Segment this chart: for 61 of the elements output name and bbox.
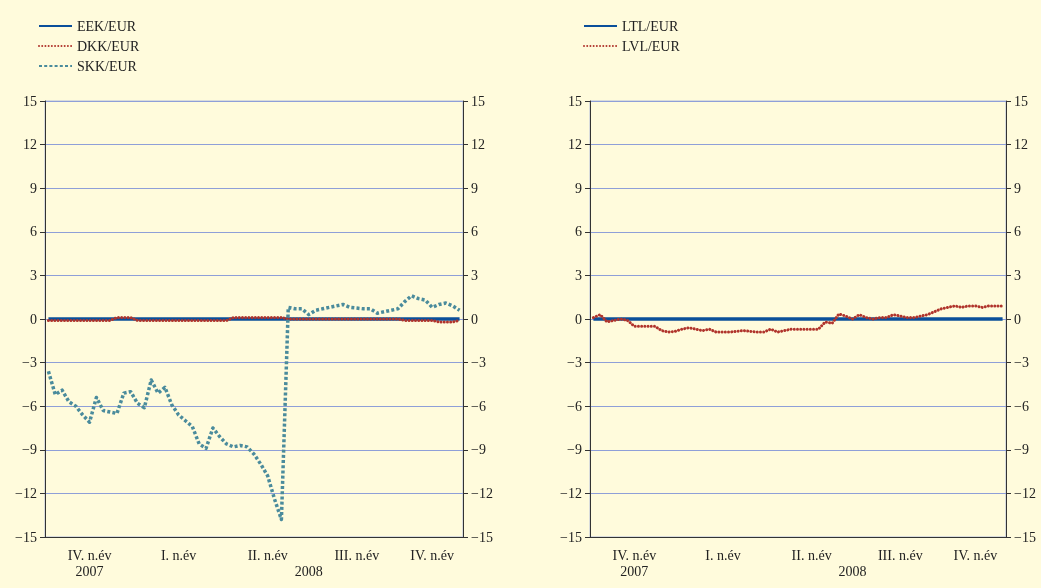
y-tick-label: 12 [568,137,582,153]
legend-label: EEK/EUR [77,18,137,34]
y2-tick-label: 0 [1014,311,1021,327]
y-tick-label: 9 [575,180,582,196]
y2-tick-label: 15 [471,93,485,109]
y2-tick-label: −6 [1014,398,1029,414]
y-tick-label: −12 [560,485,582,501]
y2-tick-label: 3 [471,267,478,283]
y-tick-label: 12 [23,137,37,153]
y2-tick-label: 12 [1014,137,1028,153]
y-tick-label: 9 [30,180,37,196]
legend-label: DKK/EUR [77,38,140,54]
y-tick-label: −12 [15,485,37,501]
y2-tick-label: −3 [1014,355,1029,371]
y2-tick-label: −6 [471,398,486,414]
y2-tick-label: 3 [1014,267,1021,283]
y-tick-label: −9 [567,442,582,458]
y-tick-label: −9 [22,442,37,458]
y2-tick-label: 9 [1014,180,1021,196]
y2-tick-label: 12 [471,137,485,153]
legend-label: SKK/EUR [77,58,138,74]
x-tick-label: II. n.év [247,547,288,563]
y-tick-label: 15 [23,93,37,109]
y-tick-label: −6 [22,398,37,414]
y-tick-label: 3 [30,267,37,283]
y-tick-label: −6 [567,398,582,414]
y2-tick-label: 0 [471,311,478,327]
y2-tick-label: 6 [1014,224,1021,240]
y-tick-label: 0 [575,311,582,327]
y-tick-label: 6 [575,224,582,240]
x-tick-label: II. n.év [791,547,832,563]
y2-tick-label: −9 [1014,442,1029,458]
y2-tick-label: 9 [471,180,478,196]
y2-tick-label: −15 [471,529,493,545]
x-tick-label: IV. n.év 2007 [612,547,657,579]
y2-tick-label: 6 [471,224,478,240]
y2-tick-label: −9 [471,442,486,458]
x-tick-label: IV. n.év [410,547,455,563]
y-tick-label: 0 [30,311,37,327]
legend-label: LVL/EUR [622,38,681,54]
x-tick-label: IV. n.év 2007 [67,547,112,579]
y2-tick-label: 15 [1014,93,1028,109]
y-tick-label: 15 [568,93,582,109]
y2-tick-label: −3 [471,355,486,371]
legend-label: LTL/EUR [622,18,679,34]
x-tick-label: 2008 [838,563,867,579]
x-tick-label: III. n.év [877,547,923,563]
y-tick-label: −15 [15,529,37,545]
y-tick-label: −3 [567,355,582,371]
y-tick-label: 6 [30,224,37,240]
x-tick-label: III. n.év [334,547,380,563]
x-tick-label: I. n.év [705,547,741,563]
y-tick-label: −15 [560,529,582,545]
y2-tick-label: −12 [471,485,493,501]
y2-tick-label: −12 [1014,485,1036,501]
x-tick-label: 2008 [294,563,323,579]
y-tick-label: 3 [575,267,582,283]
x-tick-label: I. n.év [160,547,197,563]
y2-tick-label: −15 [1014,529,1036,545]
y-tick-label: −3 [22,355,37,371]
x-tick-label: IV. n.év [953,547,998,563]
